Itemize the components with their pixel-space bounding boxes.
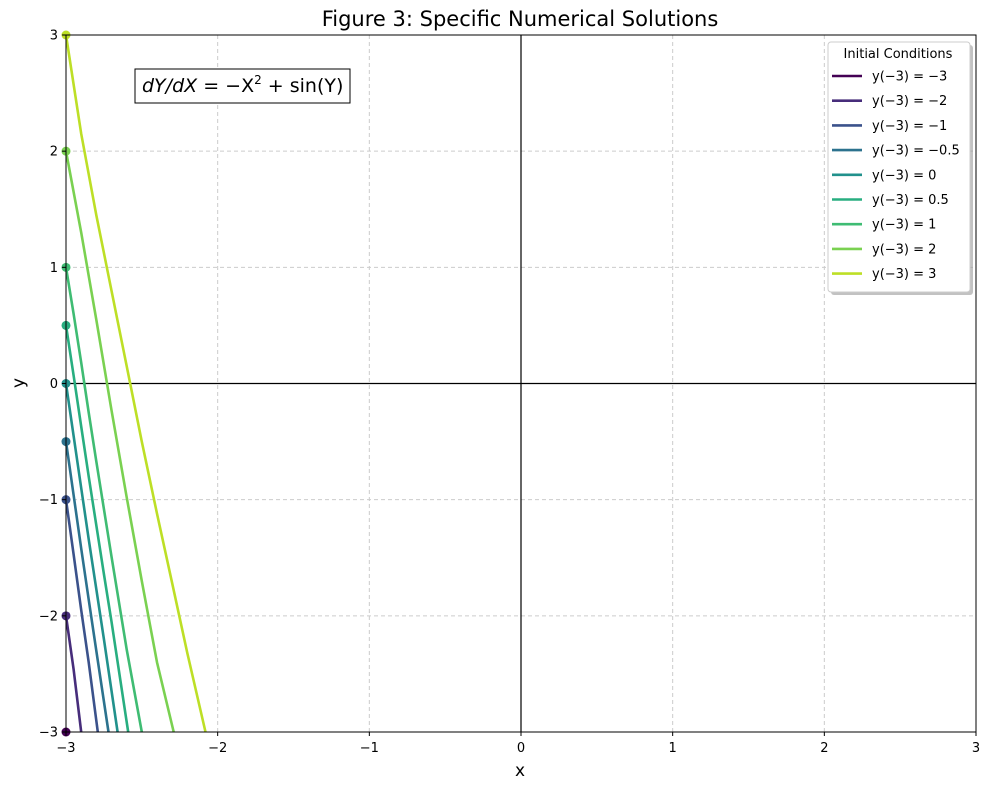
legend-title: Initial Conditions — [844, 47, 953, 62]
legend-entry-label: y(−3) = 2 — [872, 242, 936, 257]
equation-annotation: dY/dX = −X2 + sin(Y) — [134, 68, 351, 104]
solution-curve — [64, 34, 207, 733]
x-axis-label: x — [515, 761, 525, 781]
solution-curves — [64, 34, 207, 733]
legend-frame — [827, 41, 971, 293]
equation-exponent: 2 — [254, 73, 262, 87]
axis-ticks: −3 −2 −1 0 1 2 3 −3 −2 −1 0 1 2 3 — [39, 29, 980, 757]
chart-title: Figure 3: Specific Numerical Solutions — [322, 7, 719, 31]
equation-rhs: = −X — [197, 75, 254, 97]
solution-curve — [64, 150, 175, 733]
equation-box-frame — [134, 68, 351, 104]
zero-axis-lines — [66, 35, 976, 732]
x-tick-label: 0 — [517, 741, 525, 756]
y-tick-label: −1 — [39, 493, 58, 508]
legend-entry-label: y(−3) = 0 — [872, 168, 936, 183]
equation-text: dY/dX = −X2 + sin(Y) — [142, 73, 343, 97]
equation-rest: + sin(Y) — [262, 75, 344, 97]
legend: Initial Conditions y(−3) = −3y(−3) = −2y… — [827, 41, 973, 295]
legend-entry-label: y(−3) = −0.5 — [872, 144, 960, 159]
y-tick-label: 3 — [50, 29, 58, 44]
x-tick-label: −2 — [208, 741, 227, 756]
legend-entry-label: y(−3) = 3 — [872, 267, 936, 282]
equation-lhs: dY/dX — [142, 75, 198, 97]
x-tick-label: −1 — [360, 741, 379, 756]
x-tick-label: 2 — [820, 741, 828, 756]
solution-curve — [64, 267, 144, 733]
solution-curve — [64, 499, 100, 733]
x-tick-label: 3 — [972, 741, 980, 756]
y-axis-label: y — [9, 378, 29, 388]
legend-items: y(−3) = −3 y(−3) = −2 y(−3) = −1 y(−3) = −0… — [832, 70, 960, 282]
y-tick-label: 1 — [50, 261, 58, 276]
x-tick-label: −3 — [56, 741, 75, 756]
legend-entry-label: y(−3) = −2 — [872, 94, 947, 109]
y-tick-label: −2 — [39, 609, 58, 624]
solution-curve — [64, 325, 130, 733]
y-tick-label: −3 — [39, 726, 58, 741]
legend-entry-label: y(−3) = −3 — [872, 70, 947, 85]
solution-curve — [64, 383, 119, 733]
y-tick-label: 0 — [50, 377, 58, 392]
legend-entry-label: y(−3) = −1 — [872, 119, 947, 134]
legend-entry-label: y(−3) = 1 — [872, 218, 936, 233]
solution-curve — [64, 615, 83, 733]
x-tick-label: 1 — [669, 741, 677, 756]
y-tick-label: 2 — [50, 145, 58, 160]
solution-curve — [64, 441, 110, 733]
legend-entry-label: y(−3) = 0.5 — [872, 193, 949, 208]
